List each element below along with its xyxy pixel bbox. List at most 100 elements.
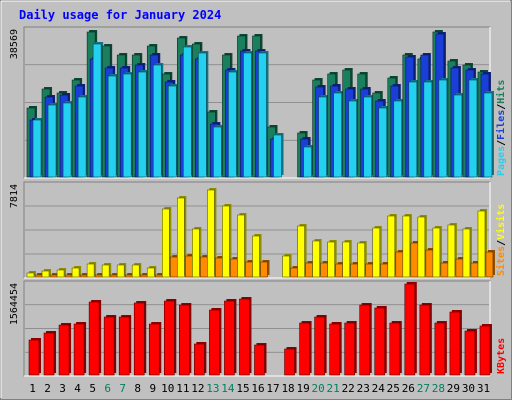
panel-legend: KBytes (496, 338, 507, 374)
bar-visits-day-26 (402, 214, 412, 278)
bar-pages-day-21 (333, 91, 344, 178)
x-tick-label: 31 (477, 382, 490, 395)
bar-pages-day-1 (32, 118, 43, 178)
bar-kbytes-day-13 (209, 308, 222, 376)
bar-pages-day-16 (258, 51, 269, 178)
bar-visits-day-4 (71, 266, 82, 278)
bar-visits-day-28 (432, 226, 442, 278)
bar-pages-day-5 (92, 42, 104, 178)
bar-kbytes-day-5 (88, 300, 102, 376)
bar-kbytes-day-3 (58, 323, 72, 376)
chart-title: Daily usage for January 2024 (19, 8, 221, 22)
x-tick-label: 24 (372, 382, 386, 395)
bar-visits-day-12 (192, 227, 202, 278)
bar-kbytes-day-25 (389, 321, 402, 376)
x-tick-label: 25 (387, 382, 400, 395)
x-tick-label: 17 (266, 382, 279, 395)
bar-visits-day-31 (477, 209, 487, 278)
bar-visits-day-8 (131, 263, 142, 278)
bar-kbytes-day-14 (224, 299, 237, 376)
bar-kbytes-day-16 (254, 343, 267, 376)
bar-pages-day-9 (152, 63, 164, 178)
bar-sites-day-31 (485, 250, 495, 278)
bar-kbytes-day-6 (103, 315, 117, 376)
x-tick-label: 26 (402, 382, 415, 395)
bar-visits-day-3 (56, 268, 67, 278)
bar-sites-day-16 (260, 260, 270, 278)
y-max-label: 1564454 (9, 283, 20, 325)
legend-separator: / (496, 140, 507, 146)
bar-kbytes-day-9 (148, 322, 162, 376)
bar-visits-day-1 (26, 271, 36, 278)
bar-kbytes-day-4 (73, 322, 87, 376)
bar-visits-day-13 (207, 188, 217, 278)
bar-visits-day-6 (101, 263, 112, 278)
x-tick-label: 1 (29, 382, 36, 395)
bar-pages-day-20 (318, 95, 329, 178)
x-tick-label: 10 (161, 382, 174, 395)
legend-sites: Sites (495, 246, 507, 276)
bar-kbytes-day-23 (359, 303, 372, 376)
x-tick-label: 15 (236, 382, 249, 395)
x-tick-label: 20 (312, 382, 325, 395)
panel-legend: Sites/Visits (495, 204, 507, 276)
bar-pages-day-25 (393, 99, 404, 178)
legend-hits: Hits (495, 80, 507, 104)
bar-kbytes-day-10 (163, 299, 177, 376)
bars (26, 188, 495, 278)
bar-pages-day-26 (408, 80, 419, 178)
bar-visits-day-20 (312, 239, 322, 278)
bars (28, 282, 492, 376)
panel-legend: Pages/Files/Hits (495, 80, 507, 176)
bar-pages-day-10 (167, 84, 179, 178)
bar-kbytes-day-26 (404, 282, 417, 376)
bar-visits-day-19 (297, 224, 307, 278)
x-tick-label: 12 (191, 382, 204, 395)
bar-kbytes-day-12 (194, 342, 207, 376)
bar-pages-day-6 (107, 74, 119, 178)
x-tick-label: 29 (447, 382, 460, 395)
bar-visits-day-15 (237, 213, 247, 278)
bar-visits-day-16 (252, 234, 262, 278)
x-tick-label: 30 (462, 382, 475, 395)
bar-pages-day-30 (468, 78, 479, 178)
x-tick-label: 6 (104, 382, 111, 395)
bar-pages-day-23 (363, 95, 374, 178)
x-tick-label: 23 (357, 382, 370, 395)
bar-kbytes-day-22 (344, 321, 357, 376)
legend-separator: / (496, 104, 507, 110)
bar-visits-day-14 (222, 204, 232, 278)
x-tick-label: 7 (119, 382, 126, 395)
x-tick-label: 13 (206, 382, 219, 395)
bar-visits-day-18 (282, 254, 292, 278)
bar-kbytes-day-2 (43, 331, 57, 376)
bar-kbytes-day-7 (118, 315, 132, 376)
bar-pages-day-29 (453, 93, 464, 178)
x-tick-label: 3 (59, 382, 66, 395)
legend-kbytes: KBytes (496, 338, 507, 374)
bar-kbytes-day-31 (479, 324, 492, 376)
legend-visits: Visits (495, 204, 507, 240)
bar-kbytes-day-28 (434, 321, 447, 376)
bar-kbytes-day-27 (419, 303, 432, 376)
panel-kbytes: 1564454 KBytes (9, 280, 507, 377)
bar-kbytes-day-1 (28, 338, 41, 376)
bar-visits-day-23 (357, 241, 367, 278)
x-tick-label: 27 (417, 382, 430, 395)
x-tick-label: 9 (149, 382, 156, 395)
bar-pages-day-3 (62, 101, 74, 178)
bar-kbytes-day-18 (284, 347, 297, 376)
bar-visits-day-21 (327, 240, 337, 278)
x-tick-label: 8 (134, 382, 141, 395)
bar-visits-day-5 (86, 262, 97, 278)
panel-visits_sites: 7814 Sites/Visits (9, 181, 507, 279)
bar-pages-day-24 (378, 106, 389, 178)
bar-pages-day-13 (213, 125, 224, 178)
x-tick-label: 11 (176, 382, 189, 395)
bar-visits-day-7 (116, 263, 127, 278)
bar-kbytes-day-21 (329, 322, 342, 376)
bar-pages-day-12 (198, 51, 209, 178)
bar-visits-day-24 (372, 226, 382, 278)
